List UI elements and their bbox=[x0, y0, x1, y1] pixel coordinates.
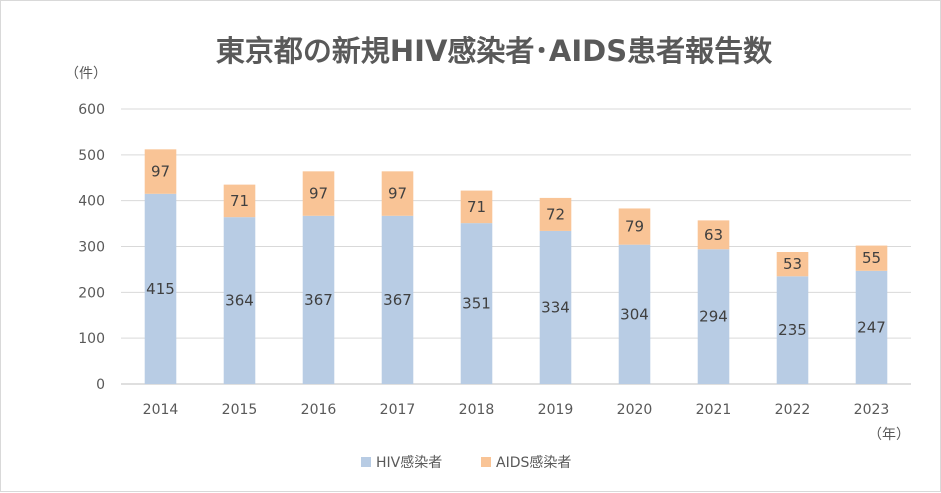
bar-hiv-2017 bbox=[381, 215, 414, 384]
legend-label-aids: AIDS感染者 bbox=[496, 454, 571, 471]
bar-hiv-2014 bbox=[144, 193, 177, 384]
data-label-hiv-2014: 415 bbox=[146, 280, 175, 298]
bar-hiv-2021 bbox=[697, 249, 730, 384]
bar-aids-2014 bbox=[144, 149, 177, 194]
data-label-aids-2019: 72 bbox=[546, 205, 565, 223]
data-label-aids-2015: 71 bbox=[230, 192, 249, 210]
x-tick-label: 2022 bbox=[775, 402, 811, 418]
data-label-hiv-2018: 351 bbox=[462, 295, 491, 313]
y-tick-label: 100 bbox=[78, 331, 105, 347]
y-tick-label: 300 bbox=[78, 240, 105, 256]
x-tick-label: 2016 bbox=[301, 402, 337, 418]
bar-aids-2016 bbox=[302, 171, 335, 216]
data-label-hiv-2023: 247 bbox=[857, 318, 886, 336]
legend-swatch-hiv bbox=[361, 457, 371, 467]
bar-hiv-2015 bbox=[223, 217, 256, 384]
data-label-hiv-2022: 235 bbox=[778, 321, 807, 339]
data-label-aids-2017: 97 bbox=[388, 185, 407, 203]
x-tick-label: 2014 bbox=[143, 402, 179, 418]
x-tick-label: 2017 bbox=[380, 402, 416, 418]
bar-aids-2018 bbox=[460, 190, 493, 224]
data-label-aids-2022: 53 bbox=[783, 255, 802, 273]
data-label-hiv-2017: 367 bbox=[383, 291, 412, 309]
data-label-hiv-2015: 364 bbox=[225, 292, 254, 310]
x-axis-unit-label: （年） bbox=[868, 427, 910, 443]
bar-hiv-2016 bbox=[302, 215, 335, 384]
bar-hiv-2020 bbox=[618, 244, 651, 384]
x-axis-ticks: 2014 2015 2016 2017 2018 2019 2020 2021 2022 2023 bbox=[143, 402, 890, 418]
data-label-hiv-2021: 294 bbox=[699, 308, 728, 326]
x-tick-label: 2021 bbox=[696, 402, 732, 418]
data-label-hiv-2016: 367 bbox=[304, 291, 333, 309]
x-tick-label: 2019 bbox=[538, 402, 574, 418]
legend-label-hiv: HIV感染者 bbox=[376, 454, 442, 471]
y-tick-label: 500 bbox=[78, 148, 105, 164]
data-label-aids-2021: 63 bbox=[704, 226, 723, 244]
data-label-aids-2016: 97 bbox=[309, 185, 328, 203]
x-tick-label: 2023 bbox=[854, 402, 890, 418]
bars: 415 97 364 71 367 97 367 97 351 71 334 72 304 79 294 63… bbox=[144, 149, 888, 384]
data-label-aids-2020: 79 bbox=[625, 218, 644, 236]
data-label-aids-2018: 71 bbox=[467, 198, 486, 216]
bar-aids-2020 bbox=[618, 208, 651, 245]
legend-swatch-aids bbox=[481, 457, 491, 467]
y-tick-label: 200 bbox=[78, 285, 105, 301]
x-tick-label: 2015 bbox=[222, 402, 258, 418]
x-tick-label: 2018 bbox=[459, 402, 495, 418]
legend: HIV感染者 AIDS感染者 bbox=[361, 454, 571, 471]
y-axis-unit-label: （件） bbox=[65, 66, 107, 82]
bar-hiv-2022 bbox=[776, 276, 809, 384]
bar-aids-2021 bbox=[697, 220, 730, 250]
data-label-aids-2023: 55 bbox=[862, 249, 881, 267]
chart-title: 東京都の新規HIV感染者･AIDS患者報告数 bbox=[216, 34, 773, 68]
data-label-aids-2014: 97 bbox=[151, 163, 170, 181]
bar-hiv-2018 bbox=[460, 223, 493, 384]
y-axis-ticks: 0 100 200 300 400 500 600 bbox=[78, 102, 105, 393]
bar-aids-2015 bbox=[223, 184, 256, 218]
y-tick-label: 0 bbox=[96, 377, 105, 393]
bar-hiv-2023 bbox=[855, 270, 888, 384]
data-label-hiv-2019: 334 bbox=[541, 298, 570, 316]
bar-hiv-2019 bbox=[539, 230, 572, 384]
bar-aids-2023 bbox=[855, 245, 888, 271]
y-tick-label: 400 bbox=[78, 194, 105, 210]
bar-aids-2017 bbox=[381, 171, 414, 216]
bar-aids-2022 bbox=[776, 252, 809, 277]
data-label-hiv-2020: 304 bbox=[620, 305, 649, 323]
bar-aids-2019 bbox=[539, 197, 572, 231]
y-tick-label: 600 bbox=[78, 102, 105, 118]
x-tick-label: 2020 bbox=[617, 402, 653, 418]
